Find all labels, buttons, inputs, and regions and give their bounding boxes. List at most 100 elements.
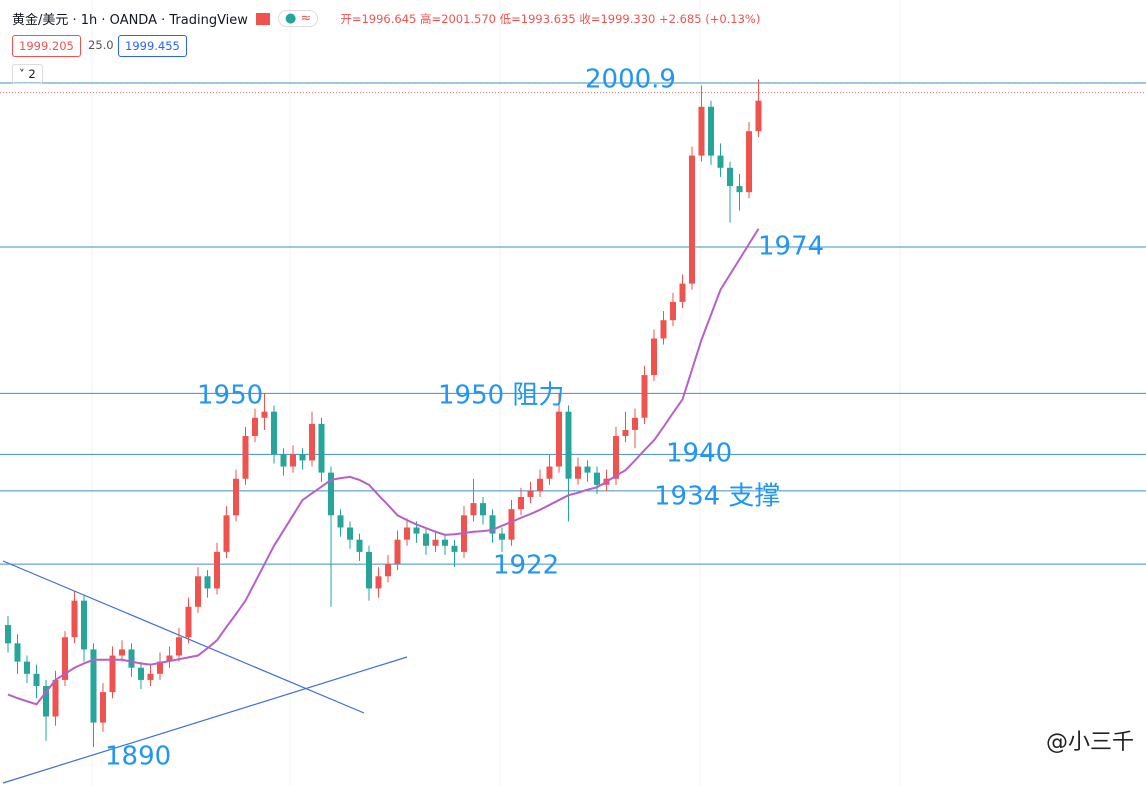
annotation: 1950 阻力: [438, 381, 564, 411]
candle-body: [556, 411, 562, 467]
candle-body: [622, 429, 629, 437]
candle-body: [14, 643, 21, 662]
candle-body: [138, 667, 144, 680]
candle-body: [214, 551, 220, 589]
candle-body: [527, 490, 534, 498]
candle-body: [727, 167, 733, 187]
candle-body: [252, 417, 258, 437]
candle-body: [470, 503, 477, 516]
candle-body: [223, 515, 230, 552]
candle-body: [52, 679, 59, 717]
candle-body: [119, 649, 125, 656]
candle-body: [489, 515, 496, 534]
annotation: 1940: [666, 439, 732, 469]
candle-body: [309, 423, 315, 461]
candle-body: [147, 673, 154, 680]
candle-body: [337, 515, 344, 528]
trend-line: [2, 656, 408, 784]
candle-body: [71, 600, 78, 638]
candle-body: [546, 466, 553, 479]
candle-body: [708, 106, 714, 156]
candle-body: [394, 539, 401, 565]
candle-body: [736, 186, 743, 193]
candle-body: [375, 576, 382, 589]
candle-body: [356, 539, 363, 552]
candle-body: [62, 637, 68, 680]
watermark: @小三千: [1045, 730, 1134, 755]
candle-body: [679, 283, 686, 302]
candle-body: [499, 533, 505, 540]
candle-body: [584, 466, 591, 473]
candle-body: [508, 509, 515, 540]
candle-body: [432, 539, 439, 546]
indicator-count: 2: [28, 67, 36, 81]
candle-body: [128, 649, 135, 668]
candle-body: [90, 649, 97, 723]
candle-body: [299, 454, 306, 461]
indicator-toggle[interactable]: ˅ 2: [12, 64, 43, 84]
status[interactable]: ● ≈: [277, 10, 319, 27]
candle-body: [100, 692, 106, 723]
candle-body: [594, 472, 600, 485]
candle-body: [385, 564, 391, 577]
candle-body: [81, 600, 87, 650]
candle-body: [271, 411, 277, 455]
buy-price[interactable]: 1999.455: [118, 35, 187, 57]
candle-body: [670, 301, 676, 321]
candle-body: [43, 686, 49, 717]
ohlc-values: 开=1996.645 高=2001.570 低=1993.635 收=1999.…: [340, 11, 761, 26]
candle-body: [413, 527, 420, 534]
header: 黄金/美元 · 1h · OANDA · TradingView ● ≈ 开=1…: [12, 9, 760, 28]
candle-body: [698, 106, 705, 156]
candle-body: [185, 606, 192, 638]
candle-body: [176, 637, 182, 656]
candle-body: [613, 436, 619, 479]
candle-body: [565, 411, 572, 479]
candle-body: [632, 417, 638, 430]
annotation: 1934 支撑: [654, 482, 780, 512]
spread: 25.0: [88, 38, 114, 52]
candle-body: [746, 131, 752, 193]
candle-body: [166, 655, 173, 662]
candle-body: [204, 576, 211, 589]
candle-body: [451, 545, 458, 552]
candle-body: [24, 661, 30, 674]
candle-body: [480, 503, 486, 516]
candle-body: [261, 411, 268, 418]
flag[interactable]: [255, 12, 270, 25]
sell-price[interactable]: 1999.205: [12, 35, 81, 57]
candle-body: [233, 478, 239, 516]
candle-body: [660, 320, 667, 339]
candle-body: [318, 423, 325, 473]
annotation: 1974: [758, 232, 824, 262]
trend-line: [2, 560, 365, 714]
moving-average: [7, 228, 760, 706]
candle-body: [290, 454, 296, 467]
candle-body: [242, 436, 249, 479]
candle-body: [575, 466, 581, 479]
annotation: 1890: [105, 742, 171, 772]
candle-body: [518, 497, 524, 510]
candle-body: [109, 655, 116, 693]
annotation: 2000.9: [585, 65, 676, 95]
candle-body: [5, 625, 11, 644]
candle-body: [404, 527, 410, 540]
candle-body: [33, 673, 40, 687]
annotation: 1922: [493, 551, 559, 581]
candle-body: [157, 661, 163, 674]
candle-body: [347, 527, 353, 540]
symbol-title: 黄金/美元 · 1h · OANDA · TradingView: [12, 13, 248, 28]
candle-body: [537, 478, 543, 491]
annotation: 1950: [197, 381, 263, 411]
candle-body: [717, 155, 724, 168]
candle-body: [442, 539, 448, 546]
candle-body: [755, 100, 762, 132]
candle-body: [689, 155, 695, 284]
candle-body: [423, 533, 429, 546]
candle-body: [366, 551, 372, 589]
candle-body: [651, 338, 657, 376]
candle-body: [328, 472, 334, 516]
candle-body: [280, 454, 287, 467]
